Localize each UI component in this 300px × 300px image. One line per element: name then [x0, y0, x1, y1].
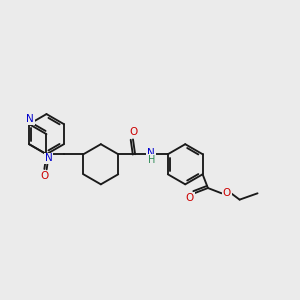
- Text: O: O: [129, 127, 137, 137]
- Text: O: O: [40, 171, 49, 182]
- Text: N: N: [147, 148, 155, 158]
- Text: O: O: [186, 193, 194, 202]
- Text: N: N: [45, 154, 52, 164]
- Text: H: H: [148, 154, 156, 164]
- Text: N: N: [26, 114, 34, 124]
- Text: O: O: [223, 188, 231, 198]
